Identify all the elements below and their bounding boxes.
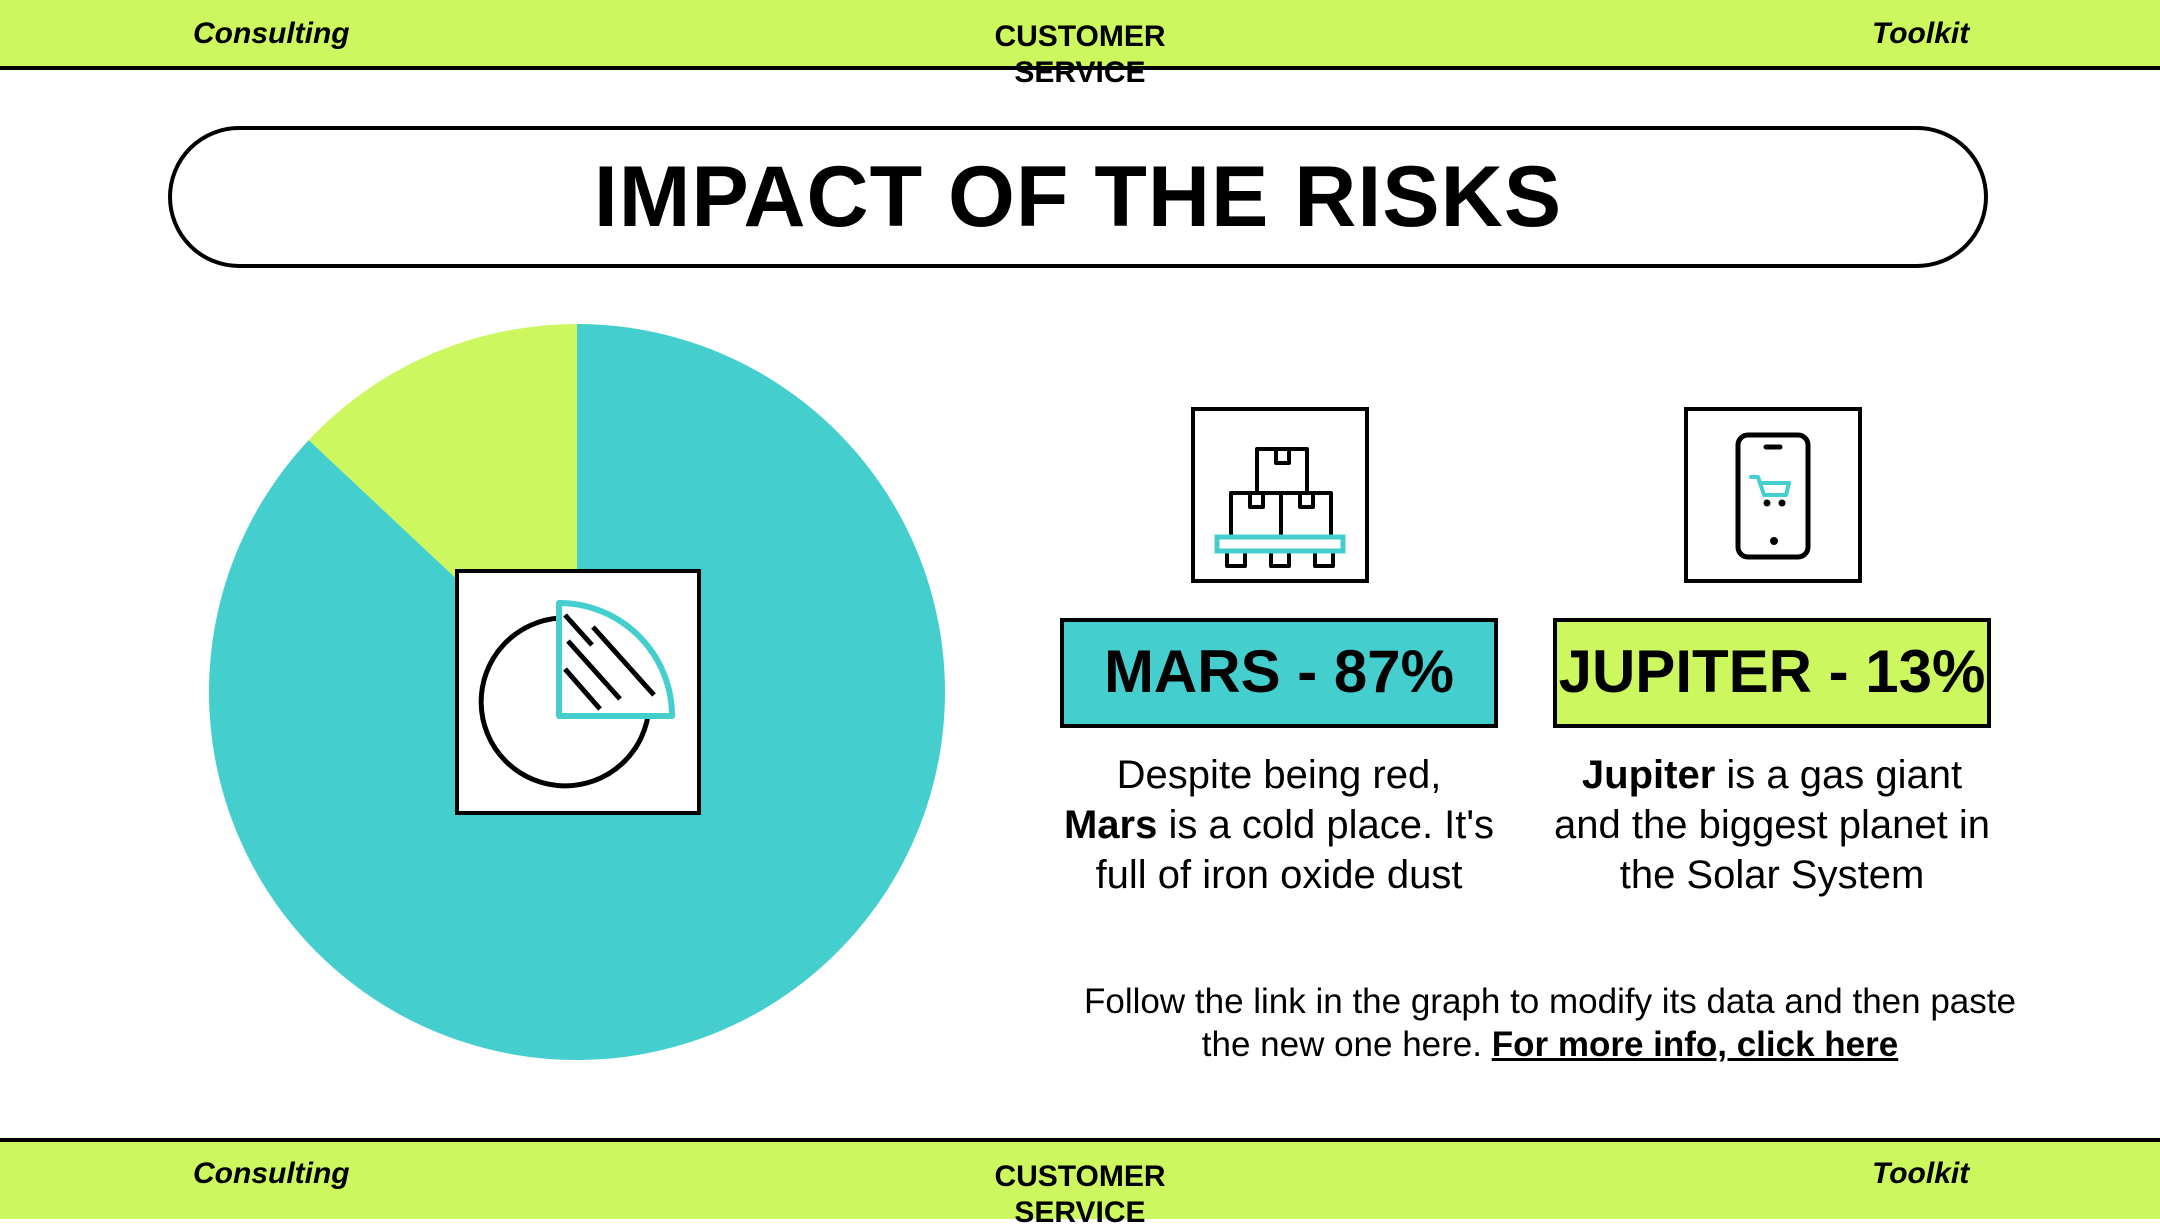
footer-left-label: Consulting xyxy=(193,1157,350,1190)
title-banner: IMPACT OF THE RISKS xyxy=(168,126,1988,268)
footer-right-label: Toolkit xyxy=(1872,1157,1970,1190)
page-title: IMPACT OF THE RISKS xyxy=(593,148,1563,245)
jupiter-description: Jupiter is a gas giant and the biggest p… xyxy=(1553,750,1991,900)
pallet-boxes-icon xyxy=(1214,447,1346,568)
header-left-label: Consulting xyxy=(193,17,350,50)
mars-desc-after: is a cold place. It's full of iron oxide… xyxy=(1095,803,1495,897)
footer-band: Consulting CUSTOMER SERVICE Toolkit xyxy=(0,1138,2160,1229)
jupiter-desc-name: Jupiter xyxy=(1581,753,1716,797)
more-info-link[interactable]: For more info, click here xyxy=(1491,1025,1899,1064)
jupiter-desc-after: is a gas giant and the biggest planet in… xyxy=(1554,753,1990,897)
jupiter-label: JUPITER - 13% xyxy=(1558,638,1986,705)
jupiter-label-box: JUPITER - 13% xyxy=(1553,618,1991,728)
mars-description: Despite being red, Mars is a cold place. … xyxy=(1060,750,1498,900)
mars-label: MARS - 87% xyxy=(1103,638,1455,705)
mobile-cart-icon xyxy=(1735,432,1811,560)
mars-desc-name: Mars xyxy=(1063,803,1158,847)
pie-chart[interactable] xyxy=(200,315,950,1065)
mars-desc-before: Despite being red, xyxy=(1116,753,1442,797)
pie-chart-icon xyxy=(478,600,675,789)
mars-label-box: MARS - 87% xyxy=(1060,618,1498,728)
header-band: Consulting CUSTOMER SERVICE Toolkit xyxy=(0,0,2160,89)
instruction-note: Follow the link in the graph to modify i… xyxy=(1080,980,2020,1066)
note-text: Follow the link in the graph to modify i… xyxy=(1084,982,2016,1064)
header-right-label: Toolkit xyxy=(1872,17,1970,50)
mars-icon-box xyxy=(1191,407,1369,583)
jupiter-icon-box xyxy=(1684,407,1862,583)
footer-center-label: CUSTOMER SERVICE xyxy=(994,1160,1166,1229)
pie-center-badge xyxy=(455,569,701,815)
header-center-label: CUSTOMER SERVICE xyxy=(994,20,1166,89)
